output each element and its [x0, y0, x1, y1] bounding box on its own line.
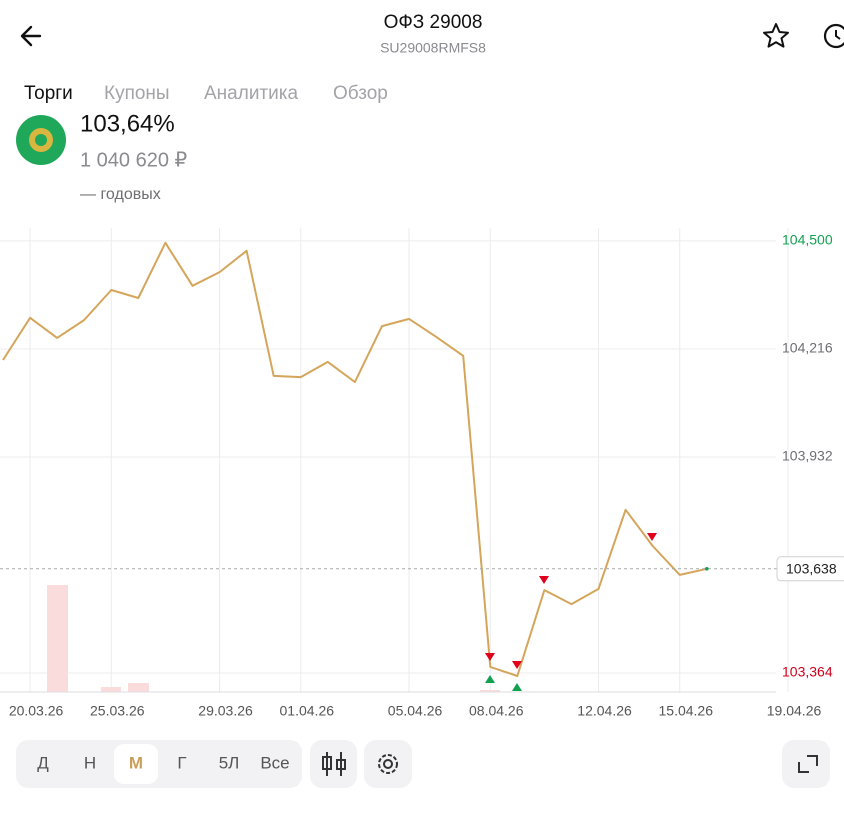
price-line [2, 241, 708, 677]
y-tick-label: 103,364 [782, 664, 833, 680]
subtitle: SU29008RMFS8 [380, 40, 486, 56]
volume-bar [47, 585, 68, 692]
fullscreen-button[interactable] [782, 740, 830, 788]
tab[interactable]: Аналитика [204, 83, 298, 104]
period-button[interactable]: 5Л [219, 753, 240, 772]
period-active [114, 744, 158, 784]
back-button[interactable] [20, 25, 42, 47]
period-button[interactable]: М [129, 753, 143, 772]
volume-bar [101, 687, 121, 692]
chart-type-button[interactable] [310, 740, 357, 788]
current-price-label: 103,638 [786, 560, 837, 576]
tab[interactable]: Купоны [104, 83, 170, 104]
period-button[interactable]: Г [177, 753, 186, 772]
settings-button[interactable] [364, 740, 412, 788]
yield: — годовых [80, 186, 161, 203]
tab[interactable]: Торги [24, 83, 73, 104]
x-tick-label: 15.04.26 [659, 703, 714, 719]
x-tick-label: 19.04.26 [767, 703, 822, 719]
current-point [705, 566, 709, 571]
history-button[interactable] [823, 23, 844, 49]
period-button[interactable]: Н [84, 753, 96, 772]
current-price-box [776, 556, 844, 582]
y-tick-label: 103,932 [782, 448, 833, 464]
x-tick-label: 08.04.26 [469, 703, 524, 719]
price-amount: 1 040 620 ₽ [80, 149, 188, 171]
price-percent: 103,64% [80, 110, 175, 137]
volume-bar [480, 690, 500, 692]
x-tick-label: 25.03.26 [90, 703, 145, 719]
favorite-button[interactable] [763, 23, 789, 48]
y-tick-label: 104,500 [782, 232, 833, 248]
x-tick-label: 20.03.26 [9, 703, 64, 719]
title: ОФЗ 29008 [384, 12, 483, 33]
trade-markers [485, 533, 657, 691]
period-selector [16, 740, 302, 788]
chart: 104,500 104,216 103,932 103,364 20.03.26 25.0… [0, 228, 844, 719]
y-tick-label: 104,216 [782, 340, 833, 356]
x-tick-label: 05.04.26 [388, 703, 443, 719]
x-tick-label: 29.03.26 [198, 703, 253, 719]
x-tick-label: 12.04.26 [577, 703, 632, 719]
tab[interactable]: Обзор [333, 83, 388, 104]
issuer-logo [16, 115, 66, 165]
period-button[interactable]: Д [37, 753, 49, 772]
x-tick-label: 01.04.26 [280, 703, 335, 719]
volume-bar [128, 683, 149, 692]
period-button[interactable]: Все [260, 753, 289, 772]
